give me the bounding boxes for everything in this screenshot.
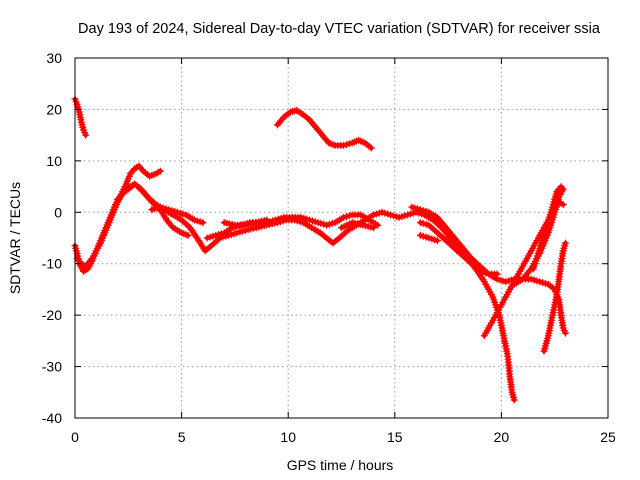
axis-ticks: 0 5 10 15 20 25 -40 -30 -20 -10 0 10 20 30 — [42, 50, 616, 445]
data-point — [367, 144, 375, 152]
data-point — [374, 221, 382, 229]
data-point — [510, 396, 518, 404]
data-point — [199, 219, 207, 227]
series-arc-o — [529, 183, 565, 273]
series-arc-l — [416, 231, 441, 245]
data-point — [129, 166, 137, 174]
x-axis-label: GPS time / hours — [287, 457, 394, 473]
data-point — [557, 183, 565, 191]
data-point — [370, 224, 377, 232]
x-tick-label: 10 — [280, 429, 296, 445]
data-point — [493, 270, 501, 278]
data-point — [561, 329, 569, 337]
x-tick-label: 20 — [494, 429, 510, 445]
data-point — [76, 258, 84, 266]
series-arc-a — [71, 95, 90, 139]
series-arc-k — [416, 219, 501, 278]
chart-title: Day 193 of 2024, Sidereal Day-to-day VTE… — [78, 21, 601, 37]
data-point — [561, 239, 569, 247]
x-tick-label: 0 — [71, 429, 79, 445]
y-tick-label: -40 — [42, 410, 62, 426]
data-point — [156, 167, 164, 175]
y-tick-label: 30 — [46, 50, 62, 66]
data-point — [433, 237, 441, 245]
plot-frame — [74, 57, 609, 419]
y-tick-label: -10 — [42, 256, 62, 272]
data-point — [184, 231, 192, 239]
data-point — [559, 201, 567, 209]
series-arc-i — [274, 107, 375, 152]
y-tick-label: 0 — [54, 204, 62, 220]
x-tick-label: 25 — [600, 429, 616, 445]
x-tick-label: 5 — [178, 429, 186, 445]
data-point — [263, 216, 271, 224]
y-tick-label: 20 — [46, 101, 62, 117]
series-arc-d — [114, 180, 192, 239]
series-arc-h — [338, 219, 377, 232]
y-axis-label: SDTVAR / TECUs — [7, 182, 23, 294]
series-arc-p — [540, 239, 569, 355]
x-tick-label: 15 — [387, 429, 403, 445]
data-point — [82, 131, 90, 139]
series-arc-g — [220, 216, 271, 229]
data-point — [138, 165, 146, 173]
data-point — [556, 184, 564, 192]
y-tick-label: -30 — [42, 359, 62, 375]
y-tick-label: 10 — [46, 153, 62, 169]
series-arc-e — [148, 203, 207, 227]
plot-points — [71, 95, 569, 404]
y-tick-label: -20 — [42, 307, 62, 323]
grid — [75, 58, 608, 418]
